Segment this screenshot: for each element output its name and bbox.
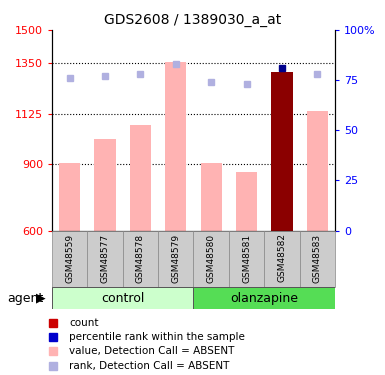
Text: value, Detection Call = ABSENT: value, Detection Call = ABSENT [69, 346, 235, 356]
Text: control: control [101, 292, 144, 304]
Text: GSM48578: GSM48578 [136, 233, 145, 283]
Text: GSM48583: GSM48583 [313, 233, 322, 283]
Text: count: count [69, 318, 99, 328]
Bar [193, 231, 229, 287]
Bar [306, 111, 328, 231]
Bar [158, 231, 193, 287]
Text: GDS2608 / 1389030_a_at: GDS2608 / 1389030_a_at [104, 13, 281, 27]
Text: rank, Detection Call = ABSENT: rank, Detection Call = ABSENT [69, 361, 230, 371]
Text: GSM48559: GSM48559 [65, 233, 74, 283]
Text: GSM48582: GSM48582 [277, 233, 286, 282]
Bar [94, 139, 116, 231]
Text: GSM48577: GSM48577 [100, 233, 110, 283]
Text: ▶: ▶ [35, 292, 45, 304]
Bar [52, 231, 87, 287]
Bar [130, 125, 151, 231]
Text: GSM48580: GSM48580 [207, 233, 216, 283]
Text: percentile rank within the sample: percentile rank within the sample [69, 332, 245, 342]
Bar [201, 163, 222, 231]
Bar [165, 62, 186, 231]
Bar [59, 163, 80, 231]
Text: GSM48579: GSM48579 [171, 233, 180, 283]
Bar [87, 231, 123, 287]
Bar [123, 231, 158, 287]
Bar [300, 231, 335, 287]
Bar [236, 171, 257, 231]
Text: GSM48581: GSM48581 [242, 233, 251, 283]
Bar [229, 231, 264, 287]
Bar [264, 231, 300, 287]
Text: agent: agent [8, 292, 44, 304]
Bar [271, 72, 293, 231]
Text: olanzapine: olanzapine [230, 292, 298, 304]
Bar [52, 287, 193, 309]
Bar [193, 287, 335, 309]
